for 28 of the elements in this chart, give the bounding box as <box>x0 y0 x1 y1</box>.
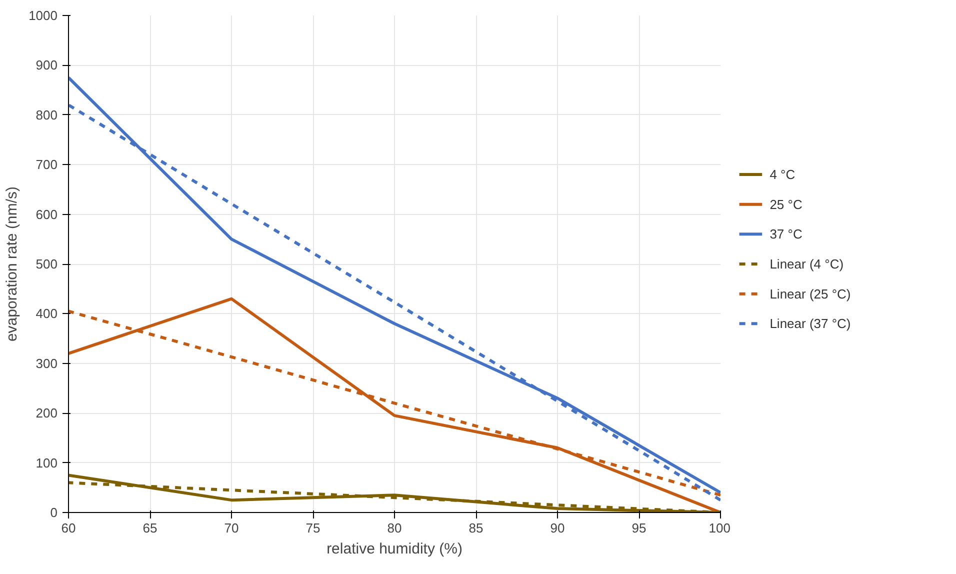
y-tick-label: 700 <box>36 157 58 172</box>
x-tick-label: 70 <box>224 520 239 536</box>
x-tick-label: 85 <box>468 520 484 536</box>
legend-label: Linear (25 °C) <box>770 286 851 302</box>
y-tick-label: 0 <box>50 505 58 520</box>
x-tick-label: 100 <box>708 520 731 536</box>
x-tick-label: 65 <box>142 520 158 536</box>
y-tick-label: 1000 <box>28 8 58 23</box>
x-tick-label: 60 <box>61 520 76 536</box>
legend-label: 25 °C <box>770 196 802 212</box>
x-tick-label: 95 <box>632 520 646 536</box>
x-axis-title: relative humidity (%) <box>326 540 462 558</box>
y-tick-label: 600 <box>36 206 58 222</box>
y-tick-label: 500 <box>36 256 58 272</box>
y-axis-title: evaporation rate (nm/s) <box>4 186 21 342</box>
y-tick-label: 900 <box>36 58 58 73</box>
y-tick-label: 800 <box>36 107 58 122</box>
y-tick-label: 200 <box>36 406 58 421</box>
x-tick-label: 90 <box>550 520 565 536</box>
legend-label: 4 °C <box>770 167 796 182</box>
y-tick-label: 300 <box>36 356 58 371</box>
y-tick-label: 100 <box>36 455 58 470</box>
y-tick-label: 400 <box>36 306 58 322</box>
legend-label: 37 °C <box>770 226 802 242</box>
legend-label: Linear (4 °C) <box>770 256 844 272</box>
legend-label: Linear (37 °C) <box>770 316 851 332</box>
x-tick-label: 75 <box>306 520 320 536</box>
x-tick-label: 80 <box>387 520 402 536</box>
